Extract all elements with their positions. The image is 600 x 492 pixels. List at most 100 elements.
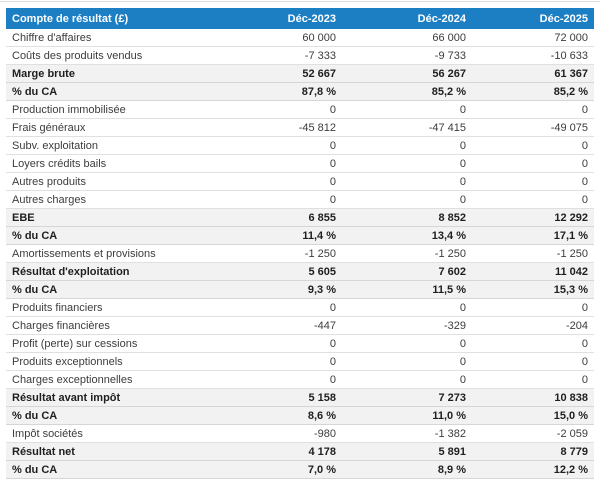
- cell-value: 0: [459, 301, 466, 314]
- row-label: Charges financières: [12, 319, 110, 332]
- cell-value: -329: [443, 319, 466, 332]
- row-label: Coûts des produits vendus: [12, 49, 143, 62]
- cell-value: 0: [581, 301, 588, 314]
- table-row: EBE 6 855 8 852 12 292: [6, 209, 594, 227]
- cell-value: 0: [581, 139, 588, 152]
- cell-value: 0: [329, 139, 336, 152]
- cell-value: 0: [581, 103, 588, 116]
- table-row: Produits exceptionnels 0 0 0: [6, 353, 594, 371]
- cell-value: -1 250: [304, 247, 336, 260]
- row-label: Autres produits: [12, 175, 86, 188]
- cell-value: 0: [459, 355, 466, 368]
- table-row: Charges financières -447 -329 -204: [6, 317, 594, 335]
- cell-value: 11,4 %: [302, 229, 336, 242]
- cell-value: 5 605: [308, 265, 336, 278]
- table-row: Résultat avant impôt 5 158 7 273 10 838: [6, 389, 594, 407]
- cell-value: 10 838: [554, 391, 588, 404]
- row-label: Autres charges: [12, 193, 86, 206]
- cell-value: 17,1 %: [553, 229, 588, 242]
- table-header-title: Compte de résultat (£): [12, 12, 129, 25]
- cell-value: 7 602: [438, 265, 466, 278]
- cell-value: 56 267: [432, 67, 466, 80]
- cell-value: 0: [459, 373, 466, 386]
- row-label: Profit (perte) sur cessions: [12, 337, 138, 350]
- income-statement-table: Compte de résultat (£) Déc-2023 Déc-2024…: [6, 8, 594, 479]
- row-label: % du CA: [12, 85, 58, 98]
- cell-value: -10 633: [550, 49, 588, 62]
- cell-value: 0: [459, 175, 466, 188]
- cell-value: 8,9 %: [437, 463, 466, 476]
- cell-value: 52 667: [302, 67, 336, 80]
- table-row: Frais généraux -45 812 -47 415 -49 075: [6, 119, 594, 137]
- row-label: % du CA: [12, 229, 58, 242]
- table-row: Amortissements et provisions -1 250 -1 250…: [6, 245, 594, 263]
- table-row: Loyers crédits bails 0 0 0: [6, 155, 594, 173]
- cell-value: 0: [581, 355, 588, 368]
- table-header-col-dec-2025: Déc-2025: [539, 12, 588, 25]
- cell-value: 0: [329, 301, 336, 314]
- row-label: Subv. exploitation: [12, 139, 99, 152]
- row-label: Marge brute: [12, 67, 75, 80]
- cell-value: 15,3 %: [553, 283, 588, 296]
- cell-value: -204: [565, 319, 588, 332]
- cell-value: 0: [581, 337, 588, 350]
- cell-value: 72 000: [554, 31, 588, 44]
- row-label: % du CA: [12, 283, 58, 296]
- row-label: Produits financiers: [12, 301, 103, 314]
- cell-value: 0: [581, 157, 588, 170]
- row-label: Amortissements et provisions: [12, 247, 156, 260]
- row-label: Charges exceptionnelles: [12, 373, 133, 386]
- cell-value: 0: [329, 355, 336, 368]
- cell-value: 6 855: [308, 211, 336, 224]
- cell-value: 5 158: [308, 391, 336, 404]
- row-label: Résultat avant impôt: [12, 391, 121, 404]
- cell-value: -1 250: [434, 247, 466, 260]
- cell-value: 15,0 %: [553, 409, 588, 422]
- table-header-row: Compte de résultat (£) Déc-2023 Déc-2024…: [6, 8, 594, 29]
- row-label: Loyers crédits bails: [12, 157, 107, 170]
- table-header-col-dec-2024: Déc-2024: [417, 12, 466, 25]
- cell-value: 60 000: [302, 31, 336, 44]
- table-row: Subv. exploitation 0 0 0: [6, 137, 594, 155]
- row-label: Frais généraux: [12, 121, 86, 134]
- table-row: Charges exceptionnelles 0 0 0: [6, 371, 594, 389]
- row-label: % du CA: [12, 463, 58, 476]
- row-label: % du CA: [12, 409, 58, 422]
- cell-value: 0: [459, 193, 466, 206]
- table-row: Production immobilisée 0 0 0: [6, 101, 594, 119]
- cell-value: 11 042: [554, 265, 588, 278]
- table-row: Marge brute 52 667 56 267 61 367: [6, 65, 594, 83]
- table-row: Chiffre d'affaires 60 000 66 000 72 000: [6, 29, 594, 47]
- cell-value: 4 178: [308, 445, 336, 458]
- table-header-col-dec-2023: Déc-2023: [287, 12, 336, 25]
- cell-value: 0: [459, 139, 466, 152]
- table-row: Autres produits 0 0 0: [6, 173, 594, 191]
- cell-value: -2 059: [556, 427, 588, 440]
- row-label: Résultat net: [12, 445, 75, 458]
- cell-value: 85,2 %: [431, 85, 466, 98]
- cell-value: 85,2 %: [553, 85, 588, 98]
- row-label: Production immobilisée: [12, 103, 126, 116]
- cell-value: 0: [459, 337, 466, 350]
- cell-value: 0: [459, 157, 466, 170]
- cell-value: 7 273: [438, 391, 466, 404]
- table-row: Autres charges 0 0 0: [6, 191, 594, 209]
- cell-value: 0: [329, 157, 336, 170]
- cell-value: -7 333: [304, 49, 336, 62]
- table-row: Profit (perte) sur cessions 0 0 0: [6, 335, 594, 353]
- cell-value: 0: [329, 337, 336, 350]
- table-row: % du CA 8,6 % 11,0 % 15,0 %: [6, 407, 594, 425]
- cell-value: -45 812: [298, 121, 336, 134]
- cell-value: -1 382: [434, 427, 466, 440]
- cell-value: 7,0 %: [307, 463, 336, 476]
- table-row: % du CA 7,0 % 8,9 % 12,2 %: [6, 461, 594, 479]
- cell-value: 61 367: [554, 67, 588, 80]
- cell-value: 87,8 %: [301, 85, 336, 98]
- table-row: % du CA 9,3 % 11,5 % 15,3 %: [6, 281, 594, 299]
- cell-value: 66 000: [432, 31, 466, 44]
- cell-value: -1 250: [556, 247, 588, 260]
- row-label: Résultat d'exploitation: [12, 265, 130, 278]
- cell-value: 0: [581, 193, 588, 206]
- cell-value: 0: [329, 373, 336, 386]
